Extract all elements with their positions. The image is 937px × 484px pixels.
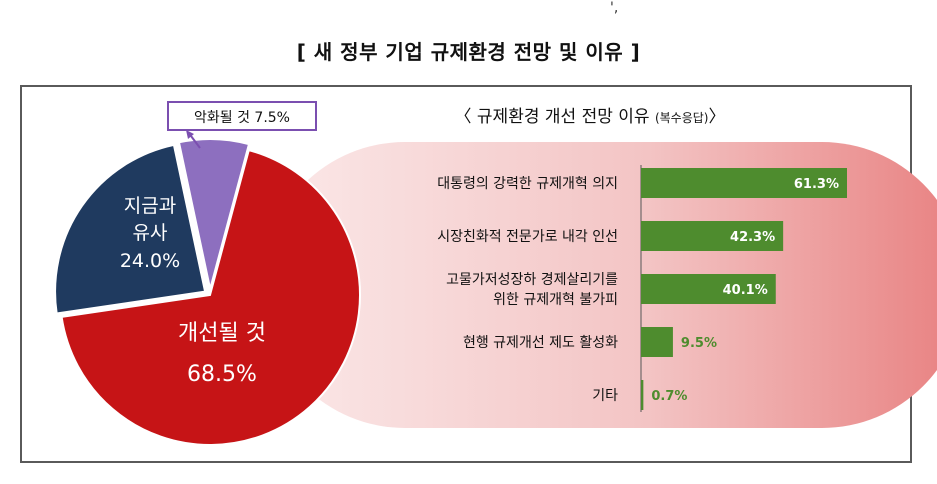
bar-category-label-3-line1: 고물가저성장하 경제살리기를 xyxy=(446,272,618,288)
bar-category-label-5: 기타 xyxy=(592,388,618,404)
bar-title-main: 〈 규제환경 개선 전망 이유 xyxy=(455,107,655,127)
pie-label-worsen: 악화될 것 7.5% xyxy=(194,110,290,126)
bar-value-label-4: 9.5% xyxy=(681,336,717,351)
worsen-callout: 악화될 것 7.5% xyxy=(167,101,317,149)
pie-value-improve: 68.5% xyxy=(187,362,257,387)
pie-label-improve: 개선될 것 xyxy=(178,321,266,346)
pie-label-similar-line1: 지금과 xyxy=(124,195,176,217)
pie-label-similar-line2: 유사 xyxy=(133,222,168,244)
callout-box xyxy=(167,101,317,131)
bar-3 xyxy=(641,274,776,304)
bar-value-label-2: 42.3% xyxy=(730,230,775,245)
bar-chart: 〈 규제환경 개선 전망 이유 (복수응답)〉 61.3% 대통령의 강력한 규제개… xyxy=(437,107,847,412)
bar-category-label-2: 시장친화적 전문가로 내각 인선 xyxy=(437,229,618,245)
reasons-panel-background xyxy=(262,142,937,428)
corner-mark: ', xyxy=(610,0,619,16)
bar-category-label-3-line2: 위한 규제개혁 불가피 xyxy=(493,292,618,308)
callout-arrowhead xyxy=(186,130,194,139)
bar-subtitle: (복수응답) xyxy=(655,111,709,125)
bar-value-label-5: 0.7% xyxy=(651,389,687,404)
pie-slice-improve xyxy=(60,148,361,446)
bar-category-label-4: 현행 규제개선 제도 활성화 xyxy=(463,335,618,351)
pie-slice-similar xyxy=(54,143,207,315)
pie-slice-worsen xyxy=(177,138,251,290)
bar-4 xyxy=(641,327,673,357)
bar-title: 〈 규제환경 개선 전망 이유 (복수응답)〉 xyxy=(455,107,726,127)
pie-value-similar: 24.0% xyxy=(120,250,180,272)
bar-value-label-3: 40.1% xyxy=(723,283,768,298)
bar-value-label-1: 61.3% xyxy=(794,177,839,192)
bar-category-label-1: 대통령의 강력한 규제개혁 의지 xyxy=(437,176,618,192)
bar-1 xyxy=(641,168,847,198)
bar-title-close: 〉 xyxy=(708,107,725,127)
bar-2 xyxy=(641,221,784,251)
chart-title: [ 새 정부 기업 규제환경 전망 및 이유 ] xyxy=(296,40,641,64)
bar-5 xyxy=(641,380,644,410)
